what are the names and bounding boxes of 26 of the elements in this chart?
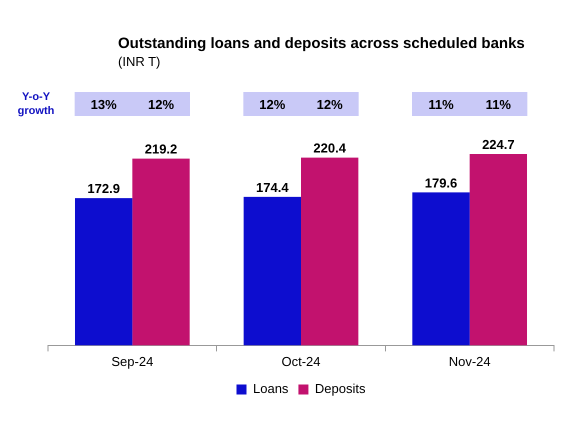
text: 12% [148,97,174,112]
x-tick-label: Oct-24 [281,354,321,369]
data-label: 179.6 [424,175,458,190]
text: 11% [486,97,512,112]
text: 12% [259,97,286,112]
text: 11% [428,97,454,112]
data-label: 224.7 [482,137,515,152]
text: 12% [316,97,344,112]
x-tick-label: Nov-24 [448,354,491,369]
chart-subtitle: (INR T) [118,54,160,69]
data-label: 174.4 [256,180,290,195]
chart-title: Outstanding loans and deposits across scheduled banks [118,35,525,52]
bar [301,158,358,346]
bar [74,198,132,346]
text: Y-o-Y growth [18,91,55,117]
legend-label: Deposits [314,381,366,396]
x-tick-label: Sep-24 [111,354,154,369]
bar [244,196,301,346]
data-label: 220.4 [313,140,347,156]
data-label: 219.2 [144,142,178,157]
data-label: 172.9 [87,181,120,196]
bar [412,192,470,346]
text: 13% [90,97,118,112]
bar [132,158,190,346]
bar [470,154,528,346]
legend-label: Loans [253,381,289,396]
